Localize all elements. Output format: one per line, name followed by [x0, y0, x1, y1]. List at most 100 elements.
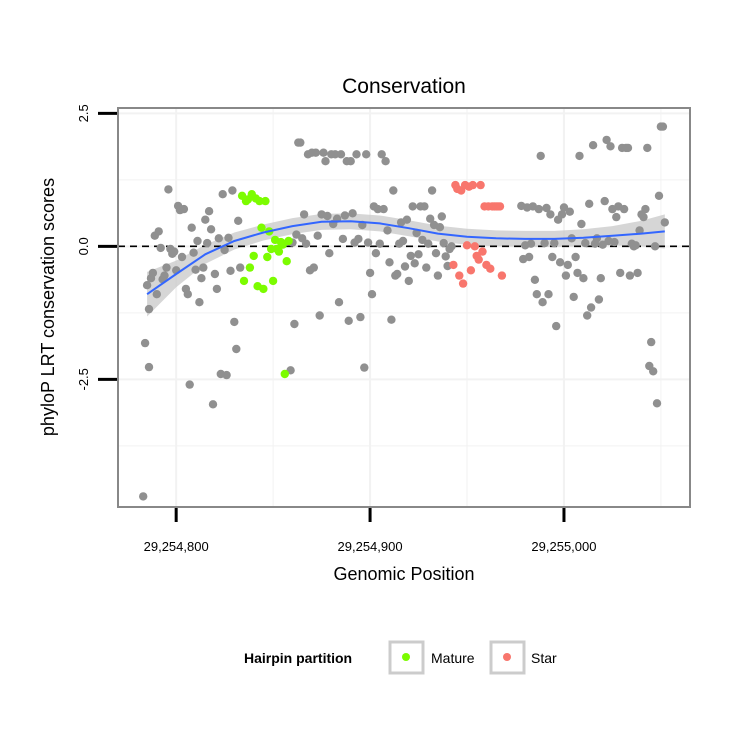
point-other [377, 150, 386, 159]
point-other [600, 196, 609, 206]
point-star [474, 255, 483, 264]
point-other [204, 207, 214, 216]
x-tick-label: 29,254,900 [338, 539, 403, 554]
point-other [354, 234, 363, 244]
point-other [319, 148, 328, 157]
point-other [352, 150, 361, 159]
point-other [586, 303, 596, 312]
y-tick-label: 2.5 [76, 104, 91, 122]
x-tick-label: 29,255,000 [531, 539, 596, 554]
point-other [290, 319, 299, 329]
point-other [152, 290, 161, 299]
point-other [203, 238, 212, 248]
point-other [218, 190, 227, 199]
point-other [191, 265, 200, 274]
point-other [400, 262, 410, 271]
point-other [557, 210, 567, 219]
point-other [362, 150, 371, 159]
point-other [569, 292, 578, 302]
point-other [195, 298, 204, 307]
point-other [546, 210, 555, 219]
point-other [232, 344, 241, 354]
legend-key-star [489, 640, 526, 675]
point-other [226, 266, 235, 275]
point-other [142, 281, 152, 290]
point-other [573, 268, 582, 278]
point-mature [280, 369, 289, 379]
point-other [647, 337, 656, 347]
point-other [526, 239, 536, 248]
point-other [389, 186, 398, 195]
point-other [201, 215, 210, 224]
point-other [623, 143, 633, 153]
point-mature [267, 244, 276, 254]
point-other [575, 151, 584, 161]
point-other [212, 284, 222, 294]
point-other [148, 268, 158, 278]
point-other [654, 191, 664, 200]
point-star [497, 271, 507, 280]
point-other [616, 268, 625, 278]
point-other [538, 298, 547, 307]
point-other [336, 150, 346, 159]
point-other [381, 157, 390, 166]
point-other [559, 203, 569, 212]
point-other [437, 212, 446, 221]
point-other [536, 151, 545, 161]
point-other [206, 225, 216, 234]
point-mature [245, 263, 255, 272]
point-other [340, 211, 350, 220]
point-mature [268, 276, 278, 286]
point-other [301, 239, 311, 248]
point-other [344, 316, 353, 325]
point-star [462, 241, 472, 250]
panel-background [118, 108, 690, 507]
point-other [530, 275, 540, 284]
point-other [338, 234, 348, 244]
point-other [408, 202, 417, 211]
point-other [641, 204, 650, 214]
point-other [154, 227, 163, 236]
point-other [424, 239, 433, 248]
point-other [422, 263, 431, 272]
point-other [592, 234, 602, 243]
point-other [208, 400, 218, 409]
point-mature [257, 223, 266, 232]
point-other [222, 370, 231, 380]
point-other [383, 226, 392, 235]
point-other [398, 236, 408, 246]
legend-label-star: Star [531, 650, 557, 666]
point-other [610, 237, 619, 247]
point-other [325, 249, 334, 258]
point-other [650, 242, 660, 251]
point-other [214, 234, 223, 243]
point-other [183, 290, 192, 299]
data-points [139, 122, 669, 501]
point-other [162, 263, 171, 272]
point-other [187, 223, 196, 232]
point-mature [259, 284, 268, 294]
point-other [619, 204, 629, 214]
point-other [649, 367, 658, 376]
point-other [299, 210, 309, 219]
point-other [596, 274, 605, 283]
point-other [579, 274, 588, 283]
point-other [427, 186, 437, 195]
point-star [466, 266, 476, 275]
point-other [373, 204, 382, 214]
point-other [385, 258, 394, 267]
point-other [185, 380, 194, 389]
point-other [542, 203, 551, 213]
axes: 29,254,800 29,254,900 29,255,000 -2.5 0.0 2.5 [76, 104, 597, 554]
panel-border [117, 107, 691, 508]
y-tick-label: -2.5 [76, 368, 91, 390]
point-other [139, 492, 148, 501]
point-other [426, 214, 435, 223]
point-other [360, 363, 369, 372]
point-other [230, 317, 239, 327]
point-star [486, 264, 495, 273]
point-other [313, 231, 322, 240]
point-other [177, 252, 187, 262]
smooth-line [146, 220, 665, 296]
point-other [367, 290, 377, 299]
